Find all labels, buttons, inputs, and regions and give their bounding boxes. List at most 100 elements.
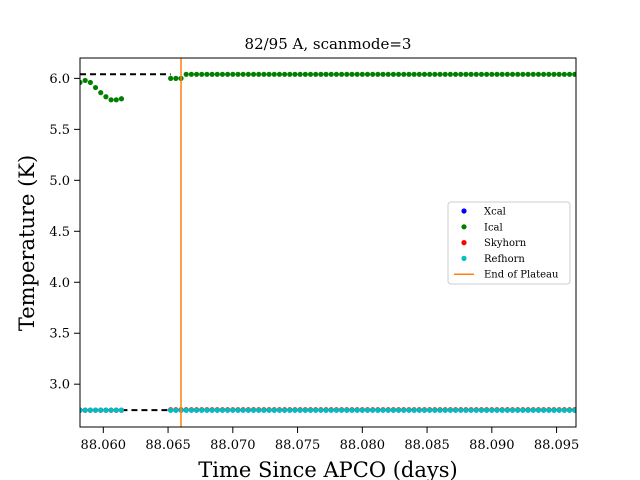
ical-point-28 [266,71,272,77]
refhorn-point-22 [235,407,241,413]
refhorn-point-69 [478,407,485,413]
ical-point-17 [209,71,215,77]
ical-point-70 [484,71,490,77]
ical-point-72 [494,71,500,77]
ical-point-16 [204,71,210,77]
ical-point-76 [515,71,521,77]
refhorn-point-57 [416,407,422,413]
refhorn-point-86 [566,407,573,413]
refhorn-point-38 [318,407,324,413]
refhorn-point-46 [359,407,365,413]
ical-point-83 [551,71,557,77]
refhorn-point-66 [463,407,469,413]
refhorn-point-74 [504,407,510,413]
ical-point-46 [359,71,365,77]
refhorn-point-78 [525,407,531,413]
ical-point-2 [87,79,93,86]
refhorn-point-80 [535,407,542,413]
refhorn-point-65 [458,407,464,413]
refhorn-point-13 [188,407,194,413]
refhorn-point-4 [98,407,104,413]
ical-point-32 [287,71,293,77]
y-tick-label-5: 5.5 [49,123,70,138]
refhorn-point-81 [541,407,547,413]
refhorn-point-0 [80,407,83,413]
refhorn-point-84 [556,407,562,413]
refhorn-point-15 [199,407,205,413]
ical-point-29 [271,71,277,77]
ical-point-58 [421,71,428,77]
ical-point-40 [328,71,334,77]
refhorn-point-14 [193,407,200,413]
refhorn-point-48 [370,407,376,413]
ical-point-38 [318,71,324,77]
refhorn-point-35 [302,407,308,413]
ical-point-34 [297,71,303,77]
ical-point-4 [98,90,104,96]
y-tick-label-3: 4.5 [49,225,70,240]
ical-point-61 [437,71,443,77]
ical-point-56 [411,71,417,77]
refhorn-point-87 [572,407,576,413]
refhorn-point-72 [494,407,500,413]
ical-point-20 [225,71,231,77]
ical-point-14 [193,71,200,77]
refhorn-point-7 [113,407,119,413]
legend-swatch-skyhorn [461,240,467,246]
ical-point-35 [302,71,308,77]
y-axis: 3.0 3.5 4.0 4.5 5.0 5.5 6.0 [49,72,80,393]
ical-point-84 [556,71,562,77]
x-tick-label-7: 88.095 [534,438,580,453]
x-tick-label-3: 88.075 [275,438,321,453]
refhorn-point-2 [87,407,93,413]
ical-point-59 [427,71,433,77]
ical-point-23 [240,71,246,77]
refhorn-point-9 [168,407,174,413]
ical-point-39 [323,71,329,77]
refhorn-point-25 [250,407,257,413]
ical-point-53 [395,71,402,77]
ical-point-30 [276,71,283,77]
refhorn-point-6 [108,407,114,413]
refhorn-point-12 [183,407,189,413]
legend-swatch-ical [461,224,467,230]
plot-frame [79,57,577,428]
refhorn-point-70 [484,407,490,413]
ical-point-6 [108,97,114,103]
legend-swatch-xcal [461,208,467,214]
ical-point-19 [219,71,226,77]
refhorn-point-59 [427,407,433,413]
ical-point-45 [354,71,360,77]
legend-label-skyhorn: Skyhorn [484,238,527,249]
x-axis-label: Time Since APCO (days) [198,458,457,480]
ical-point-68 [473,71,479,77]
refhorn-point-73 [499,407,505,413]
refhorn-point-71 [489,407,495,413]
legend: Xcal Ical Skyhorn Refhorn End of Plateau [447,201,571,285]
refhorn-point-24 [245,407,251,413]
refhorn-point-17 [209,407,215,413]
ical-point-26 [256,71,262,77]
ical-point-78 [525,71,531,77]
ical-point-25 [250,71,257,77]
x-axis: 88.060 88.065 88.070 88.075 88.080 88.085 88.0… [81,427,580,453]
ical-point-80 [535,71,542,77]
refhorn-point-10 [173,407,179,413]
refhorn-point-27 [261,407,267,413]
ical-point-66 [463,71,469,77]
refhorn-point-31 [282,407,288,413]
ical-point-79 [530,71,536,77]
refhorn-point-85 [561,407,567,413]
refhorn-point-28 [266,407,272,413]
refhorn-point-45 [354,407,360,413]
refhorn-point-50 [380,407,386,413]
legend-label-ical: Ical [484,222,503,233]
refhorn-point-42 [338,407,345,413]
refhorn-point-19 [219,407,226,413]
ical-point-47 [364,71,371,77]
x-tick-label-4: 88.080 [340,438,386,453]
ical-point-81 [541,71,547,77]
ical-point-69 [478,71,485,77]
refhorn-point-77 [520,407,526,413]
x-tick-label-5: 88.085 [404,438,450,453]
